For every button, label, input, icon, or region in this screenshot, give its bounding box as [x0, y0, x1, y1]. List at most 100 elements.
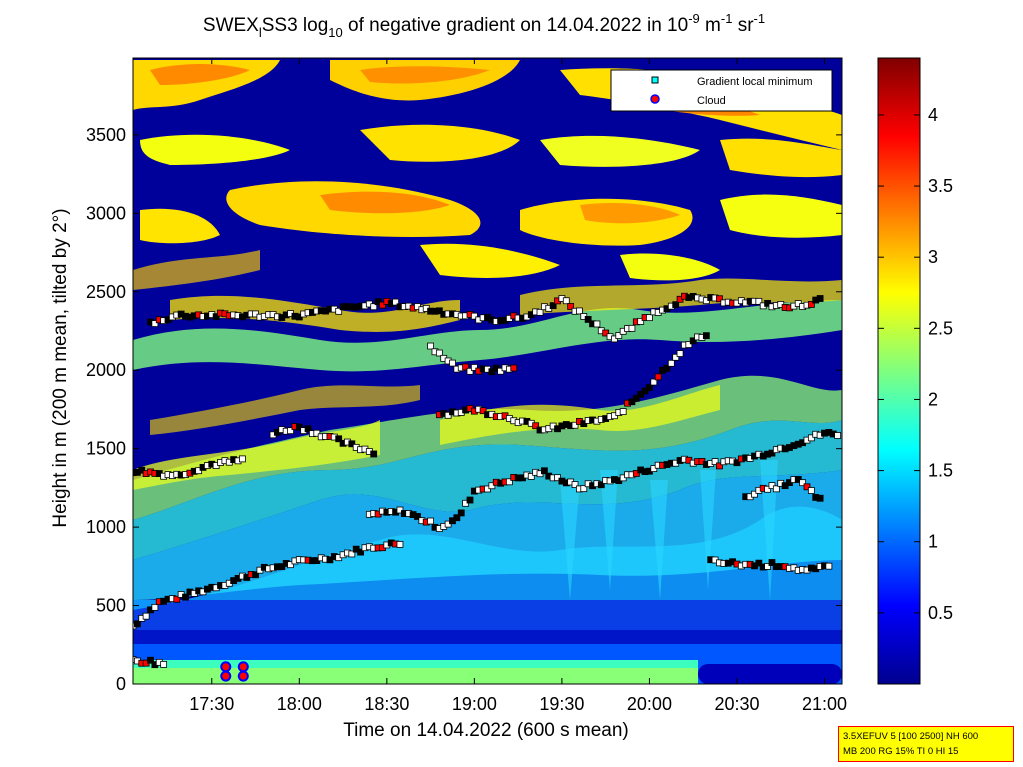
gradient-minimum-point	[672, 301, 680, 309]
gradient-minimum-point	[252, 571, 259, 579]
gradient-minimum-point	[335, 307, 343, 315]
plot-frame	[132, 57, 843, 685]
gradient-minimum-point	[457, 509, 465, 517]
gradient-minimum-point	[510, 364, 518, 372]
gradient-minimum-point	[632, 470, 640, 477]
gradient-minimum-point	[357, 548, 364, 556]
x-tick-label: 20:00	[627, 694, 672, 714]
cloud-point	[220, 661, 232, 673]
gradient-minimum-point	[396, 541, 404, 548]
y-axis-label: Height in m (200 m mean, tilted by 2°)	[50, 208, 71, 527]
gradient-minimum-point	[834, 432, 842, 439]
gradient-minimum-point	[414, 513, 421, 520]
legend-label-gradient-minimum: Gradient local minimum	[697, 76, 813, 88]
gradient-minimum-point	[807, 434, 815, 442]
colorbar-axis: 0.5 1 1.5 2 2.5 3 3.5 4	[878, 105, 953, 623]
gradient-minimum-point	[466, 367, 474, 375]
gradient-minimum-point	[449, 359, 456, 367]
gradient-minimum-point	[151, 603, 159, 611]
cloud-markers	[220, 661, 249, 682]
x-tick-label: 19:00	[452, 694, 497, 714]
gradient-minimum-point	[667, 359, 675, 367]
gradient-minimum-point	[549, 302, 557, 310]
heatmap-field	[133, 60, 842, 684]
legend-marker-gradient-minimum	[651, 76, 659, 84]
info-box: 3.5XEFUV 5 [100 2500] NH 600 MB 200 RG 1…	[838, 726, 1014, 762]
gradient-minimum-point	[711, 458, 719, 465]
gradient-minimum-point	[435, 349, 443, 357]
gradient-minimum-point	[768, 449, 776, 457]
gradient-minimum-point	[751, 490, 758, 498]
gradient-minimum-point	[646, 314, 653, 322]
gradient-minimum-point	[571, 421, 579, 429]
colorbar-tick-label: 4	[928, 105, 938, 125]
gradient-minimum-point	[527, 473, 535, 480]
gradient-minimum-point	[335, 435, 343, 443]
gradient-minimum-point	[597, 481, 605, 489]
gradient-minimum-point	[147, 656, 154, 664]
gradient-minimum-point	[370, 303, 378, 311]
colorbar-tick-label: 0.5	[928, 603, 953, 623]
gradient-minimum-point	[733, 459, 741, 467]
gradient-minimum-point	[479, 407, 487, 415]
x-tick-label: 20:30	[714, 694, 759, 714]
x-tick-label: 21:00	[802, 694, 847, 714]
colorbar-tick-label: 2	[928, 389, 938, 409]
gradient-minimum-point	[374, 298, 382, 306]
colorbar-tick-label: 1.5	[928, 461, 953, 481]
gradient-minimum-point	[348, 550, 356, 558]
gradient-minimum-point	[689, 337, 697, 345]
gradient-minimum-point	[650, 378, 658, 386]
cloud-point	[237, 661, 249, 673]
x-axis-label: Time on 14.04.2022 (600 s mean)	[343, 720, 629, 741]
gradient-minimum-point	[444, 411, 452, 419]
gradient-minimum-point	[497, 367, 505, 375]
gradient-minimum-point	[716, 295, 723, 303]
gradient-minimum-point	[641, 387, 649, 395]
gradient-minimum-point	[536, 308, 544, 316]
gradient-minimum-point	[580, 485, 588, 493]
gradient-minimum-point	[554, 474, 561, 482]
gradient-minimum-point	[435, 307, 443, 315]
gradient-minimum-point	[182, 593, 189, 601]
gradient-minimum-point	[676, 350, 684, 357]
y-tick-label: 3000	[86, 203, 126, 223]
y-tick-label: 3500	[86, 125, 126, 145]
gradient-minimum-point	[755, 559, 763, 567]
gradient-minimum-point	[816, 295, 824, 302]
gradient-minimum-point	[466, 496, 474, 504]
gradient-minimum-point	[562, 297, 570, 305]
gradient-minimum-point	[807, 487, 815, 494]
gradient-minimum-point	[239, 455, 246, 463]
gradient-minimum-point	[755, 297, 763, 305]
gradient-minimum-point	[567, 303, 575, 310]
gradient-minimum-point	[532, 422, 540, 430]
gradient-minimum-point	[287, 561, 294, 569]
legend-label-cloud: Cloud	[697, 95, 726, 107]
legend-marker-cloud	[650, 94, 660, 104]
gradient-minimum-point	[637, 317, 645, 325]
gradient-minimum-markers	[133, 292, 842, 669]
gradient-minimum-point	[453, 514, 461, 522]
gradient-minimum-point	[488, 368, 496, 376]
gradient-minimum-point	[646, 384, 653, 391]
colorbar-tick-label: 3.5	[928, 176, 953, 196]
y-tick-label: 2500	[86, 282, 126, 302]
gradient-minimum-point	[348, 440, 356, 448]
gradient-minimum-point	[632, 394, 640, 402]
gradient-minimum-point	[619, 408, 627, 415]
gradient-minimum-point	[803, 483, 811, 491]
gradient-minimum-point	[133, 620, 141, 628]
gradient-minimum-point	[615, 332, 623, 339]
gradient-minimum-point	[663, 364, 671, 372]
gradient-minimum-point	[764, 485, 771, 493]
gradient-minimum-point	[396, 506, 404, 514]
chart-title: SWEXlSS3 log10 of negative gradient on 1…	[203, 11, 765, 40]
colorbar-tick-label: 1	[928, 532, 938, 552]
gradient-minimum-point	[654, 373, 662, 381]
gradient-minimum-point	[138, 466, 146, 474]
cloud-point	[237, 670, 249, 682]
gradient-minimum-point	[799, 479, 807, 487]
gradient-minimum-point	[488, 482, 496, 490]
gradient-minimum-point	[576, 307, 583, 315]
